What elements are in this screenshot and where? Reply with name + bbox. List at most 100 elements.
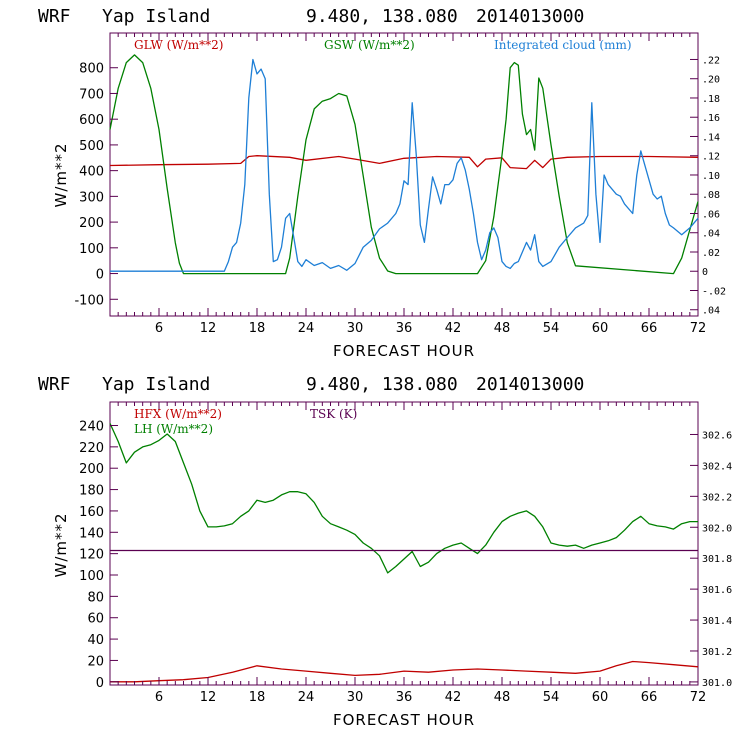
y2-tick-label: .06 bbox=[702, 209, 720, 220]
y2-tick-label: 302.4 bbox=[702, 461, 732, 472]
x-tick-label: 72 bbox=[690, 321, 707, 336]
chart1-y2-ticks: .04 -.02 0 .02 .04 .06 .08 .10 .12 .14 .16 .18 .20 .2… bbox=[690, 55, 726, 317]
y-tick-label: 200 bbox=[79, 216, 104, 231]
x-tick-label: 24 bbox=[298, 690, 315, 705]
x-tick-label: 66 bbox=[641, 690, 658, 705]
chart2-legend-lh: LH (W/m**2) bbox=[134, 422, 213, 436]
y2-tick-label: .14 bbox=[702, 132, 720, 143]
chart2-x-axis-label: FORECAST HOUR bbox=[333, 711, 475, 729]
y-tick-label: 20 bbox=[87, 654, 104, 669]
x-tick-label: 30 bbox=[347, 690, 364, 705]
x-tick-label: 6 bbox=[155, 321, 163, 336]
chart1-legend-gsw: GSW (W/m**2) bbox=[324, 38, 415, 52]
y2-tick-label: 302.2 bbox=[702, 492, 732, 503]
x-tick-label: 60 bbox=[592, 321, 609, 336]
x-tick-label: 60 bbox=[592, 690, 609, 705]
chart1-location: Yap Island bbox=[102, 6, 210, 27]
chart2-run: 2014013000 bbox=[476, 374, 584, 395]
y-tick-label: 500 bbox=[79, 139, 104, 154]
y-tick-label: 180 bbox=[79, 484, 104, 499]
chart2-series-group bbox=[109, 423, 699, 683]
y-tick-label: 100 bbox=[79, 242, 104, 257]
chart2-plot: 6 12 18 24 30 36 42 48 54 60 66 72 0 20 40 60 80 100 120 1… bbox=[52, 401, 732, 729]
y-tick-label: 220 bbox=[79, 441, 104, 456]
chart2-legend-tsk: TSK (K) bbox=[310, 407, 357, 421]
y2-tick-label: 301.6 bbox=[702, 585, 732, 596]
y-tick-label: 160 bbox=[79, 505, 104, 520]
x-tick-label: 48 bbox=[494, 321, 511, 336]
chart1-header: WRF Yap Island 9.480, 138.080 2014013000 bbox=[38, 6, 584, 27]
y2-tick-label: .04 bbox=[702, 306, 720, 317]
x-tick-label: 36 bbox=[396, 321, 413, 336]
chart1-y-ticks: -100 0 100 200 300 400 500 600 700 800 bbox=[74, 62, 118, 308]
x-tick-label: 72 bbox=[690, 690, 707, 705]
chart2-legend-hfx: HFX (W/m**2) bbox=[134, 407, 222, 421]
chart2-location: Yap Island bbox=[102, 374, 210, 395]
x-tick-label: 48 bbox=[494, 690, 511, 705]
x-tick-label: 42 bbox=[445, 321, 462, 336]
x-tick-label: 54 bbox=[543, 690, 560, 705]
chart2-model: WRF bbox=[38, 374, 71, 395]
chart2-y-axis-label: W/m**2 bbox=[52, 512, 70, 577]
x-tick-label: 24 bbox=[298, 321, 315, 336]
chart1-model: WRF bbox=[38, 6, 71, 27]
x-tick-label: 42 bbox=[445, 690, 462, 705]
chart1-x-axis-label: FORECAST HOUR bbox=[333, 342, 475, 360]
chart1-legend-glw: GLW (W/m**2) bbox=[134, 38, 223, 52]
y-tick-label: 400 bbox=[79, 165, 104, 180]
y2-tick-label: .08 bbox=[702, 190, 720, 201]
y2-tick-label: .20 bbox=[702, 75, 720, 86]
y-tick-label: -100 bbox=[74, 293, 104, 308]
chart2-coords: 9.480, 138.080 bbox=[306, 374, 458, 395]
chart1-y-axis-label: W/m**2 bbox=[52, 142, 70, 207]
series-line-glw bbox=[109, 155, 699, 170]
y2-tick-label: 0 bbox=[702, 267, 708, 278]
chart1-plot: 6 12 18 24 30 36 42 48 54 60 66 72 -100 0 100 200 300 40… bbox=[52, 32, 726, 360]
y-tick-label: 700 bbox=[79, 87, 104, 102]
x-tick-label: 18 bbox=[249, 690, 266, 705]
series-line-integrated bbox=[110, 58, 699, 272]
y-tick-label: 0 bbox=[96, 268, 104, 283]
x-tick-label: 66 bbox=[641, 321, 658, 336]
y2-tick-label: .22 bbox=[702, 55, 720, 66]
chart1-series-group bbox=[109, 54, 699, 275]
y-tick-label: 0 bbox=[96, 676, 104, 691]
series-line-hfx bbox=[110, 660, 699, 683]
y-tick-label: 200 bbox=[79, 462, 104, 477]
x-tick-label: 30 bbox=[347, 321, 364, 336]
y-tick-label: 80 bbox=[87, 590, 104, 605]
y2-tick-label: .02 bbox=[702, 248, 720, 259]
y2-tick-label: 302.6 bbox=[702, 430, 732, 441]
y2-tick-label: .12 bbox=[702, 152, 720, 163]
x-tick-label: 12 bbox=[200, 690, 217, 705]
series-line-gsw bbox=[109, 54, 699, 275]
chart1-x-ticks: 6 12 18 24 30 36 42 48 54 60 66 72 bbox=[117, 33, 707, 336]
x-tick-label: 12 bbox=[200, 321, 217, 336]
y-tick-label: 140 bbox=[79, 526, 104, 541]
chart2-x-ticks: 6 12 18 24 30 36 42 48 54 60 66 72 bbox=[117, 402, 707, 705]
y2-tick-label: 301.8 bbox=[702, 554, 732, 565]
y2-tick-label: 301.2 bbox=[702, 647, 732, 658]
y2-tick-label: 301.4 bbox=[702, 616, 732, 627]
x-tick-label: 36 bbox=[396, 690, 413, 705]
y-tick-label: 40 bbox=[87, 633, 104, 648]
y2-tick-label: -.02 bbox=[702, 286, 726, 297]
x-tick-label: 54 bbox=[543, 321, 560, 336]
chart2-frame bbox=[109, 401, 699, 686]
chart1-run: 2014013000 bbox=[476, 6, 584, 27]
chart2-y-ticks: 0 20 40 60 80 100 120 140 160 180 200 220 240 bbox=[79, 419, 118, 691]
chart1-legend-cloud: Integrated cloud (mm) bbox=[494, 38, 632, 52]
y2-tick-label: .16 bbox=[702, 113, 720, 124]
y-tick-label: 60 bbox=[87, 612, 104, 627]
y2-tick-label: .18 bbox=[702, 94, 720, 105]
y-tick-label: 800 bbox=[79, 62, 104, 77]
y-tick-label: 600 bbox=[79, 113, 104, 128]
y-tick-label: 120 bbox=[79, 548, 104, 563]
y2-tick-label: .04 bbox=[702, 229, 720, 240]
y-tick-label: 300 bbox=[79, 190, 104, 205]
y2-tick-label: 302.0 bbox=[702, 523, 732, 534]
series-line-lh bbox=[109, 423, 698, 574]
y2-tick-label: 301.0 bbox=[702, 678, 732, 689]
y-tick-label: 100 bbox=[79, 569, 104, 584]
